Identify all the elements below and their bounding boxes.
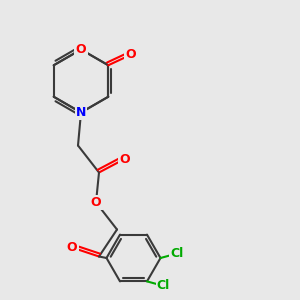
Text: O: O bbox=[76, 43, 86, 56]
Text: N: N bbox=[76, 106, 86, 119]
Text: O: O bbox=[91, 196, 101, 209]
Text: O: O bbox=[125, 48, 136, 61]
Text: Cl: Cl bbox=[157, 279, 170, 292]
Text: Cl: Cl bbox=[170, 247, 184, 260]
Text: O: O bbox=[119, 152, 130, 166]
Text: O: O bbox=[67, 241, 77, 254]
